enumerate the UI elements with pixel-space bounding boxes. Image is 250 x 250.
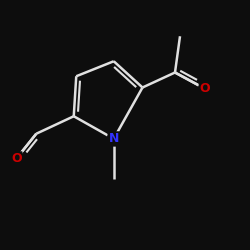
Text: O: O: [200, 82, 210, 95]
Text: N: N: [108, 132, 119, 145]
Text: O: O: [11, 152, 22, 165]
